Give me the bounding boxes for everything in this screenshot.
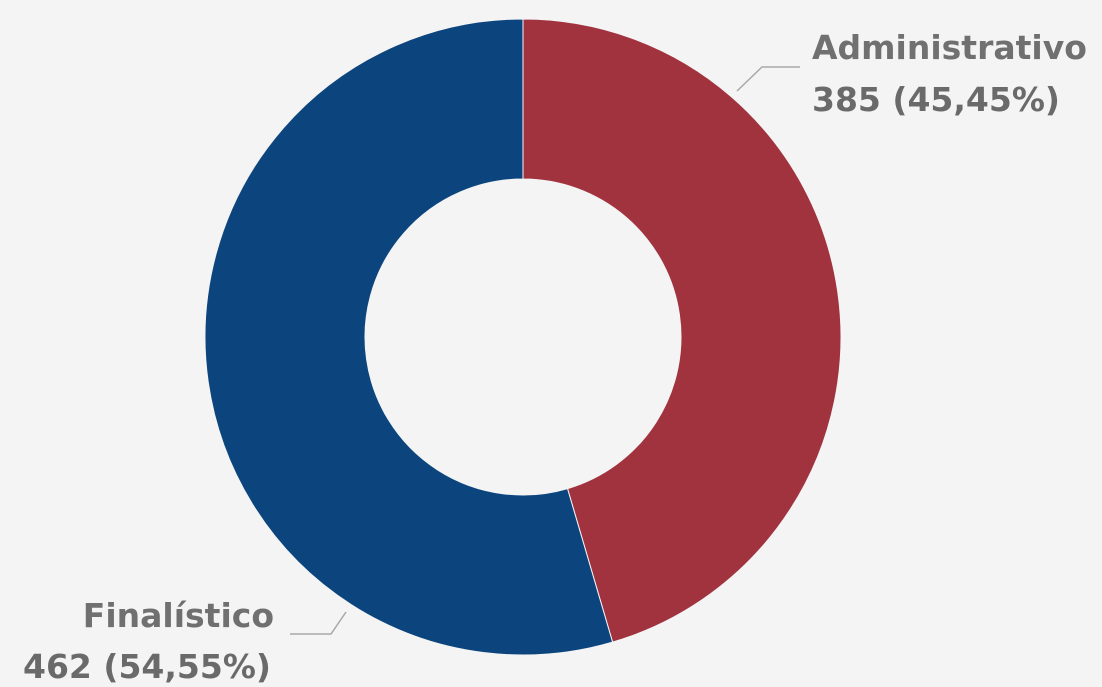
- donut-slices: [204, 18, 842, 656]
- leader-line-finalistico: [290, 611, 347, 635]
- leader-line-administrativo: [736, 66, 800, 92]
- slice-label-finalistico-value: 462 (54,55%): [23, 647, 271, 686]
- slice-label-administrativo-value: 385 (45,45%): [812, 80, 1060, 119]
- slice-finalistico: [204, 18, 614, 656]
- slice-administrativo: [522, 18, 842, 643]
- label-administrativo: Administrativo 385 (45,45%): [736, 28, 1087, 119]
- slice-label-administrativo-name: Administrativo: [812, 28, 1087, 67]
- slice-label-finalistico-name: Finalístico: [83, 596, 274, 635]
- label-finalistico: Finalístico 462 (54,55%): [23, 596, 347, 686]
